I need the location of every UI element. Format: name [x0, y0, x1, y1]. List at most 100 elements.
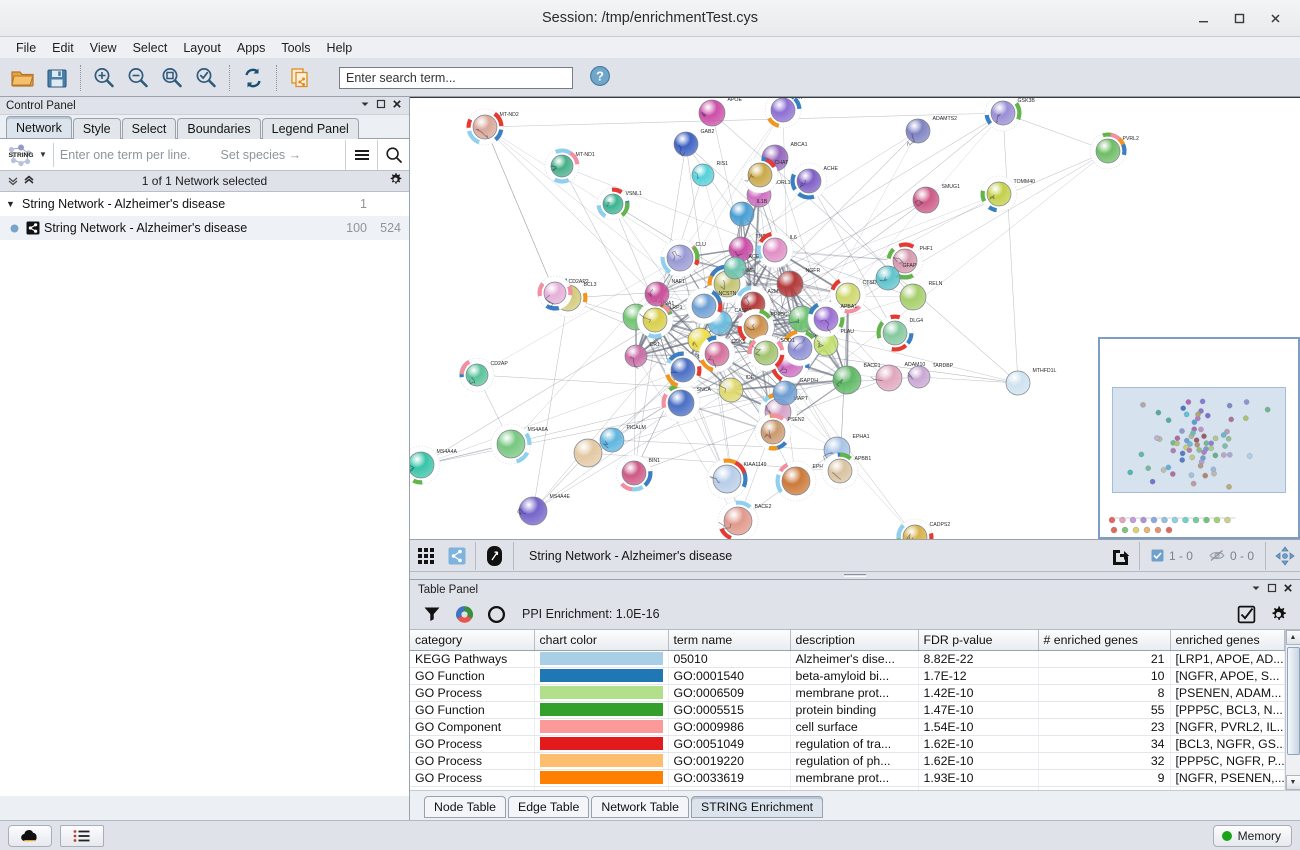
menu-layout[interactable]: Layout [183, 40, 221, 55]
network-node[interactable]: BACE1 [832, 363, 881, 395]
col-chart-color[interactable]: chart color [534, 630, 669, 651]
network-node[interactable]: IL1B [729, 199, 768, 227]
scrollbar-thumb[interactable] [1286, 647, 1300, 755]
search-icon[interactable] [377, 139, 409, 170]
settings-gear-icon[interactable] [388, 172, 403, 190]
network-node[interactable]: CADPS2 [896, 518, 950, 539]
table-row[interactable]: GO Function GO:0001540 beta-amyloid bi... 1… [410, 667, 1285, 685]
table-row[interactable]: GO Function GO:0005515 protein binding 1.47… [410, 701, 1285, 719]
network-node[interactable]: MTHFD1L [1005, 368, 1057, 396]
col-fdr-pvalue[interactable]: FDR p-value [918, 630, 1039, 651]
network-node[interactable]: MS4A4A [410, 445, 458, 485]
network-node[interactable]: ADAMTS2 [905, 116, 957, 147]
network-node[interactable]: NCSTN [685, 287, 737, 325]
zoom-in-icon[interactable] [87, 62, 121, 94]
refresh-icon[interactable] [236, 62, 270, 94]
minimize-icon[interactable] [1194, 9, 1212, 27]
col-enriched-genes[interactable]: enriched genes [1170, 630, 1285, 651]
list-icon[interactable] [60, 824, 104, 847]
network-node[interactable]: GFAP [875, 263, 917, 291]
network-node[interactable]: MS4A6A [490, 423, 549, 465]
network-node[interactable]: DLG4 [876, 314, 923, 352]
filter-icon[interactable] [418, 601, 446, 628]
tab-string-enrichment[interactable]: STRING Enrichment [691, 796, 824, 818]
string-term-input[interactable]: Enter one term per line. Set species → [60, 148, 345, 162]
checkbox-icon[interactable] [1232, 601, 1260, 628]
tab-select[interactable]: Select [121, 118, 177, 139]
network-nodes[interactable]: MT-ND2 MT-ND1 VSNL1 GAB2 RIS1 ADAMTS2 SMUG1 TOM… [410, 98, 1139, 539]
network-node[interactable]: GAB2 [673, 129, 714, 157]
expand-all-icon[interactable] [6, 175, 20, 187]
network-node[interactable]: MS4A4E [516, 494, 571, 526]
zoom-fit-icon[interactable] [155, 62, 189, 94]
network-node[interactable]: ACHE [790, 162, 838, 200]
collapse-all-icon[interactable] [22, 175, 36, 187]
network-node[interactable]: GAPDH [772, 378, 818, 406]
tab-boundaries[interactable]: Boundaries [177, 118, 261, 139]
tab-edge-table[interactable]: Edge Table [508, 796, 590, 818]
close-panel-icon[interactable] [1280, 583, 1296, 596]
annotation-icon[interactable] [479, 541, 510, 571]
export-network-icon[interactable] [283, 62, 317, 94]
menu-select[interactable]: Select [132, 40, 168, 55]
table-row[interactable]: GO Process GO:0033619 membrane prot... 1.93… [410, 769, 1285, 787]
network-node[interactable]: RIS1 [691, 161, 728, 187]
network-node[interactable]: APBA1 [807, 300, 857, 338]
network-node[interactable]: ADAM10 [870, 362, 926, 392]
network-node[interactable]: LRP1 [636, 301, 683, 339]
network-node[interactable]: BIN1 [615, 454, 660, 492]
network-node[interactable]: TARDBP [907, 363, 954, 389]
network-canvas[interactable]: MT-ND2 MT-ND1 VSNL1 GAB2 RIS1 ADAMTS2 SMUG1 TOM… [410, 98, 1300, 539]
network-node[interactable]: CTSD [829, 276, 877, 314]
network-node[interactable]: EPHA5 [775, 460, 830, 502]
network-node[interactable]: APOE [698, 98, 742, 127]
search-input[interactable]: Enter search term... [339, 66, 573, 89]
overview-viewport-rect[interactable] [1112, 387, 1286, 493]
network-node[interactable]: CD2AP [459, 357, 508, 393]
zoom-selected-icon[interactable] [189, 62, 223, 94]
network-node[interactable]: MT-ND2 [466, 108, 519, 146]
tree-row-network[interactable]: String Network - Alzheimer's disease 100… [0, 216, 409, 240]
network-node[interactable]: PVRL2 [1089, 132, 1139, 170]
network-node[interactable]: APBB1 [821, 452, 871, 490]
table-vertical-scrollbar[interactable]: ▲ ▼ [1284, 630, 1300, 790]
tab-legend-panel[interactable]: Legend Panel [261, 118, 359, 139]
menu-help[interactable]: Help [326, 40, 353, 55]
network-node[interactable]: IL6 [756, 231, 797, 269]
network-node[interactable]: VSNL1 [596, 187, 642, 221]
network-node[interactable]: CDK5 [698, 335, 745, 373]
network-graph-svg[interactable]: MT-ND2 MT-ND1 VSNL1 GAB2 RIS1 ADAMTS2 SMUG1 TOM… [410, 98, 1300, 539]
open-folder-icon[interactable] [6, 62, 40, 94]
tab-network-table[interactable]: Network Table [591, 796, 690, 818]
col-enriched-count[interactable]: # enriched genes [1038, 630, 1171, 651]
pie-chart-icon[interactable] [450, 601, 478, 628]
chevron-down-icon[interactable] [1248, 583, 1264, 596]
zoom-out-icon[interactable] [121, 62, 155, 94]
tab-node-table[interactable]: Node Table [424, 796, 506, 818]
cloud-icon[interactable] [8, 824, 52, 847]
col-description[interactable]: description [790, 630, 919, 651]
table-row[interactable]: GO Process GO:0006509 membrane prot... 1.42… [410, 684, 1285, 702]
chevron-down-icon[interactable] [357, 99, 373, 112]
tree-expand-caret-icon[interactable]: ▼ [6, 199, 15, 209]
fit-content-icon[interactable] [1269, 541, 1300, 571]
grid-layout-icon[interactable] [410, 541, 441, 571]
string-logo-icon[interactable]: STRING [0, 140, 42, 170]
col-category[interactable]: category [410, 630, 535, 651]
network-node[interactable]: PICALM [599, 425, 646, 453]
export-image-icon[interactable] [1105, 541, 1136, 571]
menu-edit[interactable]: Edit [52, 40, 74, 55]
save-icon[interactable] [40, 62, 74, 94]
table-row[interactable]: KEGG Pathways 05010 Alzheimer's dise... 8.8… [410, 650, 1285, 668]
network-node[interactable]: SOD1 [747, 334, 795, 372]
set-species-link[interactable]: Set species → [220, 147, 302, 162]
enrichment-table[interactable]: category chart color term name descripti… [410, 630, 1285, 790]
scroll-up-arrow-icon[interactable]: ▲ [1285, 630, 1300, 645]
close-panel-icon[interactable] [389, 99, 405, 112]
network-node[interactable]: CD2AP2 [537, 275, 589, 311]
float-panel-icon[interactable] [373, 99, 389, 112]
donut-ring-icon[interactable] [482, 601, 510, 628]
birds-eye-overview[interactable] [1098, 337, 1300, 539]
tab-network[interactable]: Network [6, 116, 72, 138]
memory-button[interactable]: Memory [1212, 824, 1292, 847]
